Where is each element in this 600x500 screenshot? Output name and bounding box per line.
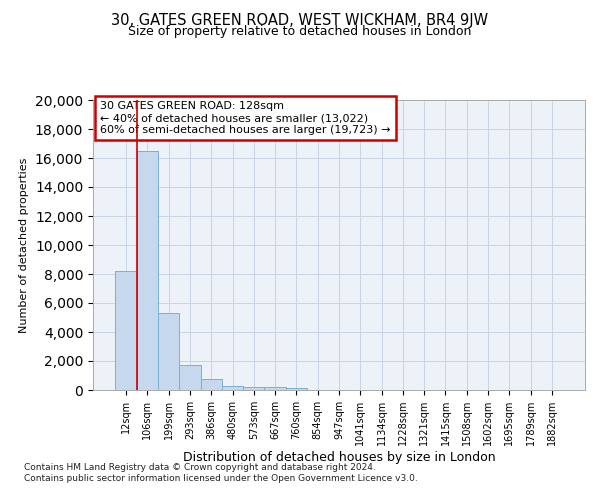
Bar bbox=[115, 271, 137, 390]
Bar bbox=[158, 313, 179, 390]
Bar bbox=[222, 386, 243, 390]
Bar bbox=[200, 379, 222, 390]
Bar bbox=[137, 151, 158, 390]
Bar bbox=[243, 387, 265, 390]
Bar bbox=[286, 388, 307, 390]
Bar bbox=[179, 364, 200, 390]
Text: Size of property relative to detached houses in London: Size of property relative to detached ho… bbox=[128, 25, 472, 38]
Y-axis label: Number of detached properties: Number of detached properties bbox=[19, 158, 29, 332]
Text: Contains HM Land Registry data © Crown copyright and database right 2024.: Contains HM Land Registry data © Crown c… bbox=[24, 462, 376, 471]
Text: Contains public sector information licensed under the Open Government Licence v3: Contains public sector information licen… bbox=[24, 474, 418, 483]
Text: 30 GATES GREEN ROAD: 128sqm
← 40% of detached houses are smaller (13,022)
60% of: 30 GATES GREEN ROAD: 128sqm ← 40% of det… bbox=[100, 102, 391, 134]
X-axis label: Distribution of detached houses by size in London: Distribution of detached houses by size … bbox=[182, 451, 496, 464]
Bar bbox=[265, 387, 286, 390]
Text: 30, GATES GREEN ROAD, WEST WICKHAM, BR4 9JW: 30, GATES GREEN ROAD, WEST WICKHAM, BR4 … bbox=[112, 12, 488, 28]
